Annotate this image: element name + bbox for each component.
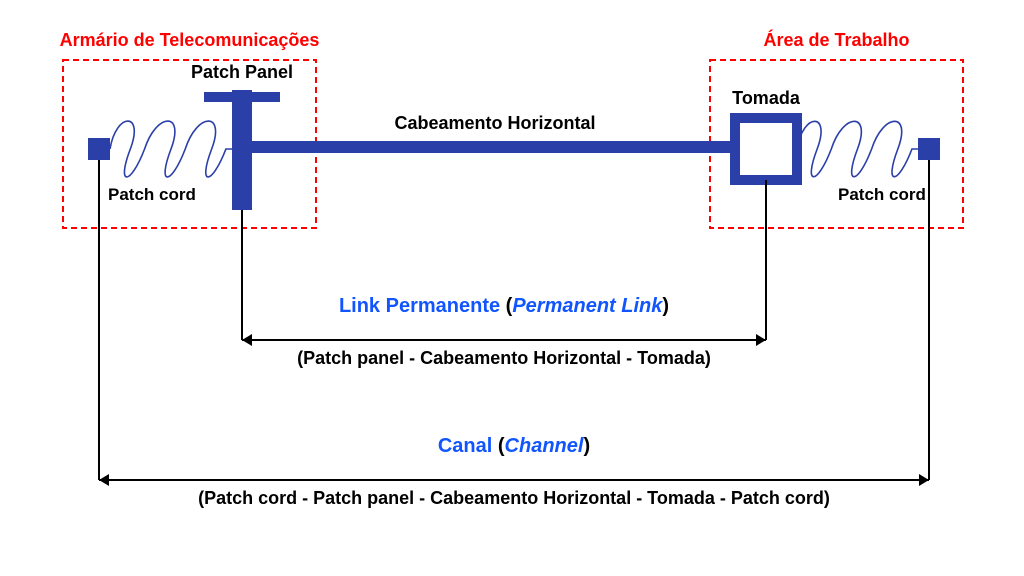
- arrowhead: [919, 474, 929, 486]
- patch-panel: [232, 90, 252, 210]
- work-region-label: Área de Trabalho: [763, 29, 909, 50]
- patch-panel-label: Patch Panel: [191, 62, 293, 82]
- wall-outlet-label: Tomada: [732, 88, 801, 108]
- patch-cord-right-label: Patch cord: [838, 185, 926, 204]
- patch-cord-left: [110, 121, 232, 177]
- patch-cord-left-label: Patch cord: [108, 185, 196, 204]
- permanent-subtitle: (Patch panel - Cabeamento Horizontal - T…: [297, 348, 711, 368]
- patch-cord-right: [797, 121, 918, 176]
- arrowhead: [756, 334, 766, 346]
- permanent-title: Link Permanente (Permanent Link): [339, 295, 669, 317]
- endpoint-right: [918, 138, 940, 160]
- horizontal-cable: [250, 141, 740, 153]
- channel-title: Canal (Channel): [438, 435, 590, 457]
- wall-outlet: [735, 118, 797, 180]
- horizontal-cable-label: Cabeamento Horizontal: [394, 113, 595, 133]
- arrowhead: [99, 474, 109, 486]
- channel-subtitle: (Patch cord - Patch panel - Cabeamento H…: [198, 488, 830, 508]
- endpoint-left: [88, 138, 110, 160]
- arrowhead: [242, 334, 252, 346]
- telecom-region-label: Armário de Telecomunicações: [60, 30, 320, 50]
